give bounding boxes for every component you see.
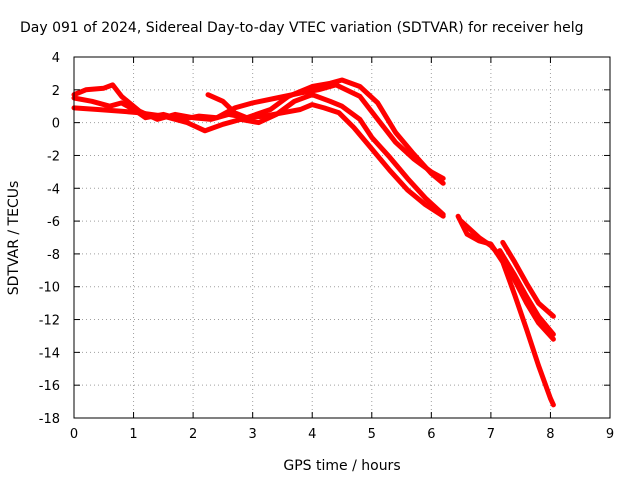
chart-title: Day 091 of 2024, Sidereal Day-to-day VTE… <box>20 20 583 36</box>
x-tick-label: 4 <box>308 427 316 442</box>
x-tick-label: 6 <box>427 427 435 442</box>
x-axis-label: GPS time / hours <box>283 458 400 474</box>
series-line-arc-4 <box>71 92 446 217</box>
series-line-arc-3 <box>205 92 446 219</box>
x-tick-label: 9 <box>606 427 614 442</box>
x-tick-label: 7 <box>487 427 495 442</box>
y-axis-label: SDTVAR / TECUs <box>6 181 22 296</box>
y-tick-label: -8 <box>47 248 60 263</box>
y-tick-label: -12 <box>39 314 60 329</box>
series-line-arc-7 <box>500 239 556 319</box>
x-tick-label: 8 <box>546 427 554 442</box>
y-tick-label: -16 <box>39 379 60 394</box>
x-tick-label: 1 <box>129 427 137 442</box>
series-line-arc-1 <box>71 82 446 181</box>
plot-frame <box>73 56 611 419</box>
y-tick-label: 2 <box>52 84 60 99</box>
y-tick-label: -2 <box>47 149 60 164</box>
y-tick-label: 4 <box>52 51 60 66</box>
x-tick-label: 5 <box>368 427 376 442</box>
y-tick-label: -14 <box>39 346 60 361</box>
y-tick-label: -10 <box>39 281 60 296</box>
y-tick-label: -6 <box>47 215 60 230</box>
ticks: 0 1 2 3 4 5 6 7 8 9 4 2 0 -2 -4 -6 -8 -10 -12 -14 -16 -18 <box>39 51 614 442</box>
x-tick-label: 0 <box>70 427 78 442</box>
y-tick-label: -4 <box>47 182 60 197</box>
series-group <box>71 77 556 408</box>
x-tick-label: 2 <box>189 427 197 442</box>
grid <box>73 56 611 419</box>
series-line-arc-8 <box>497 248 556 337</box>
y-tick-label: 0 <box>52 117 60 132</box>
x-tick-label: 3 <box>249 427 257 442</box>
y-tick-label: -18 <box>39 412 60 427</box>
series-line-arc-5 <box>455 213 556 408</box>
